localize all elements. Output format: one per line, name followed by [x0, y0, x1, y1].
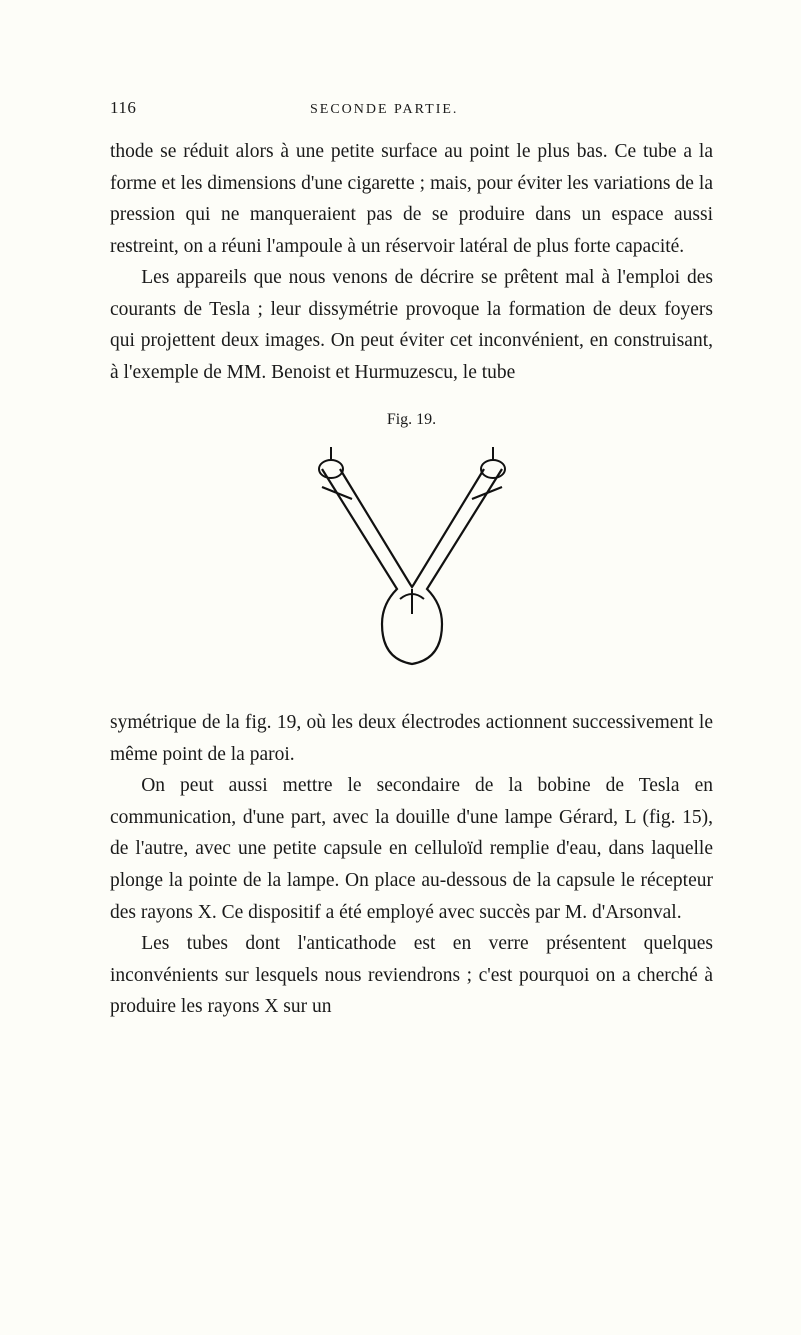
- tube-diagram-icon: [282, 439, 542, 679]
- running-title: SECONDE PARTIE.: [310, 102, 458, 118]
- paragraph-4: On peut aussi mettre le secondaire de la…: [110, 770, 713, 928]
- body-text: thode se réduit alors à une petite surfa…: [110, 136, 713, 1023]
- paragraph-3: symétrique de la fig. 19, où les deux él…: [110, 707, 713, 770]
- paragraph-5: Les tubes dont l'anticathode est en verr…: [110, 928, 713, 1023]
- paragraph-1: thode se réduit alors à une petite surfa…: [110, 136, 713, 262]
- running-header: 116 SECONDE PARTIE.: [110, 98, 713, 118]
- page-number: 116: [110, 98, 170, 118]
- paragraph-2: Les appareils que nous venons de décrire…: [110, 262, 713, 388]
- page: 116 SECONDE PARTIE. thode se réduit alor…: [0, 0, 801, 1335]
- figure-caption: Fig. 19.: [110, 407, 713, 433]
- figure-19: [110, 439, 713, 690]
